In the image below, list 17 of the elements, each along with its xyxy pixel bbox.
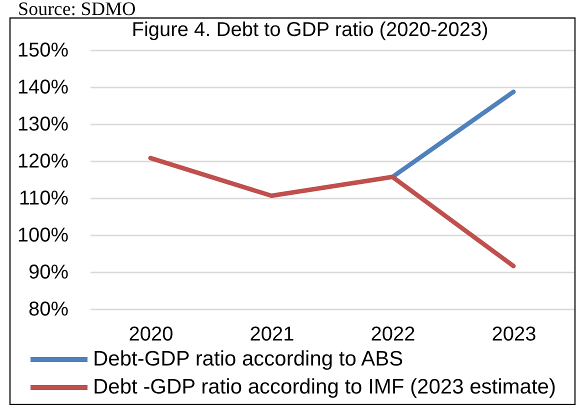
y-tick-label: 120% <box>17 150 69 172</box>
x-tick-label: 2023 <box>492 324 536 346</box>
line-series <box>148 156 516 268</box>
y-tick-label: 150% <box>17 40 69 62</box>
x-tick-label: 2022 <box>370 324 416 346</box>
source-note: Source: SDMO <box>18 0 136 20</box>
y-tick-label: 80% <box>28 298 69 320</box>
y-tick-label: 130% <box>17 114 69 136</box>
legend-label: Debt-GDP ratio according to ABS <box>93 348 404 370</box>
legend-label: Debt -GDP ratio according to IMF (2023 estimate) <box>93 376 556 398</box>
x-tick-label: 2021 <box>250 324 294 346</box>
y-tick-label: 110% <box>18 188 69 210</box>
chart-title: Figure 4. Debt to GDP ratio (2020-2023) <box>132 19 488 41</box>
y-tick-label: 90% <box>28 262 69 284</box>
x-tick-label: 2020 <box>128 324 174 346</box>
y-tick-label: 100% <box>17 224 69 246</box>
y-tick-label: 140% <box>17 76 69 98</box>
